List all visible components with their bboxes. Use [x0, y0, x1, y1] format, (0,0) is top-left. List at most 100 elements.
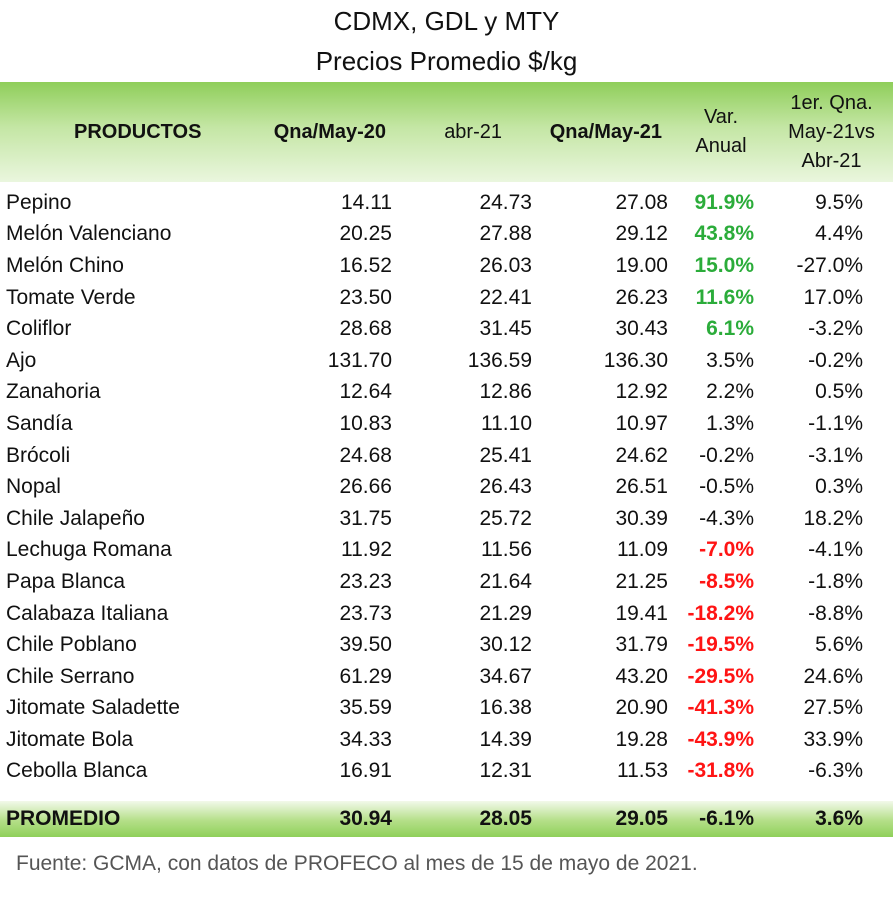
var-anual: -31.8%: [687, 759, 754, 783]
promedio-var: -6.1%: [699, 807, 754, 831]
var-qna: 18.2%: [803, 506, 863, 530]
table-row: Cebolla Blanca 16.91 12.31 11.53 -31.8% -6.3%: [0, 756, 893, 788]
header-var-anual: Var. Anual: [672, 82, 770, 182]
var-qna: 24.6%: [803, 664, 863, 688]
price-qna-may-21: 29.12: [615, 222, 668, 246]
var-anual: -19.5%: [687, 633, 754, 657]
table-row: Pepino 14.11 24.73 27.08 91.9% 9.5%: [0, 187, 893, 219]
price-abr-21: 26.03: [479, 253, 532, 277]
price-qna-may-21: 43.20: [615, 664, 668, 688]
var-qna: -3.1%: [808, 443, 863, 467]
product-name: Lechuga Romana: [6, 538, 172, 562]
var-anual: 43.8%: [694, 222, 754, 246]
price-qna-may-20: 28.68: [339, 317, 392, 341]
table-row: Tomate Verde 23.50 22.41 26.23 11.6% 17.0%: [0, 282, 893, 314]
price-qna-may-20: 131.70: [327, 348, 392, 372]
var-anual: 6.1%: [706, 317, 754, 341]
price-qna-may-21: 19.28: [615, 727, 668, 751]
table-row: Nopal 26.66 26.43 26.51 -0.5% 0.3%: [0, 471, 893, 503]
price-abr-21: 14.39: [479, 727, 532, 751]
header-row: PRODUCTOS Qna/May-20 abr-21 Qna/May-21 V…: [0, 82, 893, 182]
table-footer: PROMEDIO 30.94 28.05 29.05 -6.1% 3.6%: [0, 801, 893, 838]
var-anual: 3.5%: [706, 348, 754, 372]
price-qna-may-21: 26.23: [615, 285, 668, 309]
table-row: Calabaza Italiana 23.73 21.29 19.41 -18.2% -8…: [0, 598, 893, 630]
table-row: Jitomate Saladette 35.59 16.38 20.90 -41.3% 2…: [0, 693, 893, 725]
var-anual: -0.2%: [699, 443, 754, 467]
price-abr-21: 136.59: [467, 348, 532, 372]
price-abr-21: 26.43: [479, 475, 532, 499]
var-anual: 1.3%: [706, 411, 754, 435]
table-row: Melón Valenciano 20.25 27.88 29.12 43.8% 4.4%: [0, 219, 893, 251]
price-qna-may-20: 24.68: [339, 443, 392, 467]
product-name: Pepino: [6, 190, 72, 214]
product-name: Sandía: [6, 411, 73, 435]
table-row: Sandía 10.83 11.10 10.97 1.3% -1.1%: [0, 408, 893, 440]
var-qna: -1.1%: [808, 411, 863, 435]
table-row: Papa Blanca 23.23 21.64 21.25 -8.5% -1.8%: [0, 566, 893, 598]
var-qna: 17.0%: [803, 285, 863, 309]
price-qna-may-20: 14.11: [341, 190, 392, 214]
price-abr-21: 24.73: [479, 190, 532, 214]
price-qna-may-21: 27.08: [615, 190, 668, 214]
price-qna-may-21: 30.43: [615, 317, 668, 341]
product-name: Melón Chino: [6, 253, 124, 277]
var-anual: -43.9%: [687, 727, 754, 751]
price-qna-may-20: 20.25: [339, 222, 392, 246]
table-row: Coliflor 28.68 31.45 30.43 6.1% -3.2%: [0, 313, 893, 345]
product-name: Zanahoria: [6, 380, 101, 404]
price-abr-21: 21.64: [479, 569, 532, 593]
price-abr-21: 22.41: [479, 285, 532, 309]
table-row: Jitomate Bola 34.33 14.39 19.28 -43.9% 33.9%: [0, 724, 893, 756]
product-name: Tomate Verde: [6, 285, 136, 309]
var-qna: 0.5%: [815, 380, 863, 404]
var-qna: 33.9%: [803, 727, 863, 751]
product-name: Cebolla Blanca: [6, 759, 148, 783]
price-qna-may-21: 10.97: [615, 411, 668, 435]
var-anual: 2.2%: [706, 380, 754, 404]
price-qna-may-20: 11.92: [341, 538, 392, 562]
spacer-row: [0, 787, 893, 801]
price-abr-21: 31.45: [479, 317, 532, 341]
price-qna-may-21: 30.39: [615, 506, 668, 530]
promedio-qna: 3.6%: [815, 807, 863, 831]
title-line-1: CDMX, GDL y MTY: [333, 6, 560, 36]
price-abr-21: 11.56: [481, 538, 532, 562]
price-qna-may-21: 20.90: [615, 696, 668, 720]
promedio-may20: 30.94: [339, 807, 392, 831]
title-line-2: Precios Promedio $/kg: [315, 46, 578, 76]
var-anual: -7.0%: [699, 538, 754, 562]
table-row: Chile Serrano 61.29 34.67 43.20 -29.5% 24.6%: [0, 661, 893, 693]
price-abr-21: 16.38: [479, 696, 532, 720]
var-qna: 4.4%: [815, 222, 863, 246]
table-row: Chile Poblano 39.50 30.12 31.79 -19.5% 5.6%: [0, 629, 893, 661]
var-anual: -18.2%: [687, 601, 754, 625]
price-qna-may-21: 19.41: [615, 601, 668, 625]
var-qna: -1.8%: [808, 569, 863, 593]
header-productos: PRODUCTOS: [74, 120, 202, 143]
price-abr-21: 34.67: [479, 664, 532, 688]
var-qna: 27.5%: [803, 696, 863, 720]
var-qna: -6.3%: [808, 759, 863, 783]
price-abr-21: 12.31: [479, 759, 532, 783]
var-anual: -0.5%: [699, 475, 754, 499]
var-anual: 91.9%: [694, 190, 754, 214]
product-name: Jitomate Saladette: [6, 696, 180, 720]
header-qna-vs-line2: May-21vs: [788, 120, 875, 143]
price-qna-may-20: 23.73: [339, 601, 392, 625]
product-name: Coliflor: [6, 317, 72, 341]
table-row: Melón Chino 16.52 26.03 19.00 15.0% -27.0%: [0, 250, 893, 282]
table-row: Brócoli 24.68 25.41 24.62 -0.2% -3.1%: [0, 440, 893, 472]
price-qna-may-20: 10.83: [339, 411, 392, 435]
price-qna-may-20: 35.59: [339, 696, 392, 720]
product-name: Ajo: [6, 348, 37, 372]
var-anual: -8.5%: [699, 569, 754, 593]
promedio-row: PROMEDIO 30.94 28.05 29.05 -6.1% 3.6%: [0, 801, 893, 838]
price-qna-may-21: 26.51: [615, 475, 668, 499]
var-qna: -8.8%: [808, 601, 863, 625]
var-anual: -41.3%: [687, 696, 754, 720]
var-qna: 9.5%: [815, 190, 863, 214]
table-row: Zanahoria 12.64 12.86 12.92 2.2% 0.5%: [0, 377, 893, 409]
price-qna-may-21: 31.79: [615, 633, 668, 657]
var-qna: 0.3%: [815, 475, 863, 499]
